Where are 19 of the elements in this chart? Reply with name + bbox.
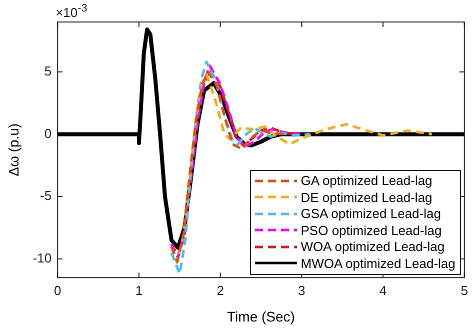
legend-label: MWOA optimized Lead-lag [300, 256, 456, 271]
legend-label: DE optimized Lead-lag [300, 190, 432, 205]
legend-label: PSO optimized Lead-lag [300, 222, 442, 238]
text: ×10$^{-3}$ [56, 2, 88, 20]
legend-label: WOA optimized Lead-lag [300, 239, 445, 254]
x-tick-label: 1 [135, 282, 143, 298]
y-tick-label: 0 [44, 126, 52, 141]
x-tick-label: 5 [460, 282, 468, 298]
y-tick-label: -5 [40, 188, 52, 204]
x-tick-label: 3 [298, 282, 306, 298]
x-tick-label: 0 [54, 282, 62, 298]
x-tick-label: 2 [216, 282, 224, 298]
y-tick-label: -10 [32, 250, 52, 266]
x-axis-title: Time (Sec) [227, 308, 295, 324]
legend-label: GA optimized Lead-lag [300, 173, 432, 188]
y-axis-title: Δω (p.u) [5, 123, 22, 176]
y-tick-label: 5 [44, 63, 52, 78]
x-tick-label: 4 [379, 282, 387, 298]
legend-label: GSA optimized Lead-lag [300, 206, 441, 222]
